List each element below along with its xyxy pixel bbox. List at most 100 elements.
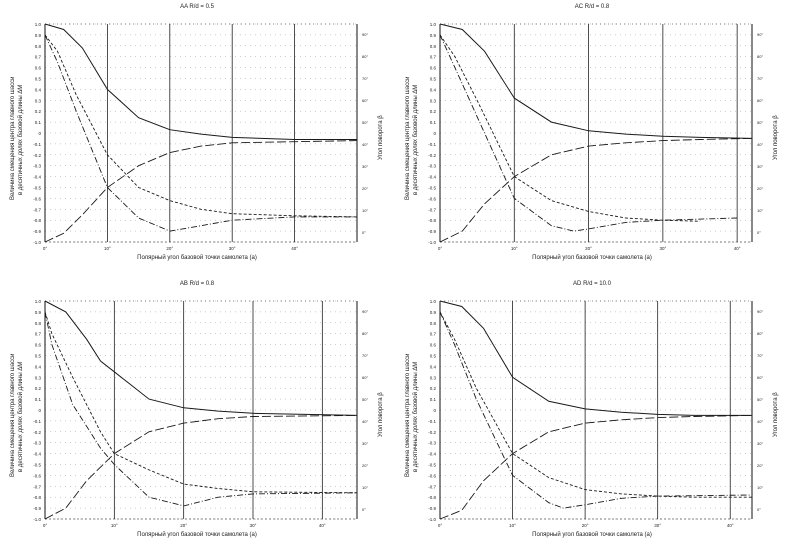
y-tick-label: -0.3 [428,164,436,169]
y2-tick-label: 30° [757,441,763,446]
y-tick-label: -0.8 [33,218,41,223]
series-line-short-dash [440,312,752,497]
y-tick-label: -0.4 [33,175,41,180]
y2-tick-label: 50° [362,120,368,125]
x-tick-label: 10° [104,246,111,251]
y2-tick-label: 90° [757,32,763,37]
y-tick-label: 0.7 [35,332,42,337]
series-line-long-dash [45,141,357,242]
y-tick-label: -0.9 [33,229,41,234]
y-tick-label: -0.7 [428,207,436,212]
y-tick-label: -0.9 [33,506,41,511]
y2-tick-label: 20° [362,186,368,191]
y2-tick-label: 90° [362,309,368,314]
y-tick-label: -0.5 [428,463,436,468]
y2-tick-label: 0° [362,230,366,235]
y2-tick-label: 70° [362,76,368,81]
y-tick-label: -0.4 [428,175,436,180]
y-tick-label: 0.1 [430,120,437,125]
x-axis-label: Полярный угол базовой точки самолета (a) [395,532,789,538]
y-tick-label: 0.4 [35,364,42,369]
y-axis-label-line2: в десятичных долях базовой длины ΔM [413,362,419,472]
y-tick-label: -0.3 [33,164,41,169]
y-tick-label: 0.9 [35,310,42,315]
y-tick-label: 0.3 [430,98,437,103]
y2-tick-label: 70° [757,353,763,358]
y-tick-label: 0.9 [430,33,437,38]
y2-tick-label: 30° [757,164,763,169]
x-tick-label: 30° [250,523,257,528]
y2-axis-label: Угол поворота β [378,392,384,437]
y2-tick-label: 80° [362,331,368,336]
y2-tick-label: 40° [362,419,368,424]
series-line-long-dash [45,415,357,519]
y-tick-label: -1.0 [428,240,436,245]
y-tick-label: -0.9 [428,506,436,511]
y-tick-label: -1.0 [428,517,436,522]
y-tick-label: -0.4 [428,452,436,457]
x-tick-label: 0° [438,523,443,528]
x-tick-label: 40° [319,523,326,528]
y-tick-label: 0.8 [430,44,437,49]
chart-plot: 1.0 0.9 0.8 0.7 0.6 0.5 0.4 0.3 0.2 0.1 0 -0.1 -0.2 -… [0,277,394,552]
y-tick-label: -0.1 [428,419,436,424]
x-tick-label: 20° [585,246,592,251]
y-tick-label: 0.3 [35,375,42,380]
y-tick-label: 0.9 [430,310,437,315]
chart-plot: 1.0 0.9 0.8 0.7 0.6 0.5 0.4 0.3 0.2 0.1 0 -0.1 -0.2 -… [395,0,789,275]
x-tick-label: 10° [509,523,516,528]
y2-tick-label: 40° [362,142,368,147]
chart-panel-ab: AB R/d = 0.8 1.0 0.9 0.8 0.7 0.6 0.5 0.4 0.3 0.2 0… [0,277,394,552]
x-tick-label: 10° [111,523,118,528]
y-tick-label: 0.5 [430,354,437,359]
y2-tick-label: 90° [362,32,368,37]
y-tick-label: -0.2 [428,153,436,158]
y-tick-label: 0.6 [35,66,42,71]
y-tick-label: -0.5 [33,186,41,191]
y-axis-label-line2: в десятичных долях базовой длины ΔM [413,85,419,195]
y2-tick-label: 80° [757,54,763,59]
y-tick-label: 0.2 [430,109,437,114]
series-line-long-dash [440,415,752,519]
series-line-short-dash [45,312,357,493]
y2-tick-label: 80° [362,54,368,59]
y2-tick-label: 10° [362,485,368,490]
x-tick-label: 20° [180,523,187,528]
y-tick-label: -1.0 [33,517,41,522]
y2-axis-label: Угол поворота β [773,115,779,160]
x-tick-label: 20° [582,523,589,528]
y-tick-label: -0.6 [428,473,436,478]
y-tick-label: 0 [433,131,436,136]
y-tick-label: 0.6 [430,66,437,71]
y-tick-label: 0 [38,131,41,136]
y2-tick-label: 30° [362,164,368,169]
y-tick-label: 0.6 [430,343,437,348]
y-tick-label: -0.1 [33,419,41,424]
y2-axis-label: Угол поворота β [773,392,779,437]
y-tick-label: 0.2 [35,109,42,114]
y2-tick-label: 10° [757,208,763,213]
y2-tick-label: 50° [757,120,763,125]
y-tick-label: -0.4 [33,452,41,457]
chart-plot: 1.0 0.9 0.8 0.7 0.6 0.5 0.4 0.3 0.2 0.1 0 -0.1 -0.2 -… [0,0,394,275]
y-tick-label: 0.8 [430,321,437,326]
y2-axis-label: Угол поворота β [378,115,384,160]
y2-tick-label: 70° [757,76,763,81]
y-tick-label: -1.0 [33,240,41,245]
y2-tick-label: 50° [757,397,763,402]
y-tick-label: -0.2 [33,430,41,435]
x-axis-label: Полярный угол базовой точки самолета (a) [0,532,394,538]
y2-tick-label: 10° [362,208,368,213]
x-tick-label: 40° [727,523,734,528]
y2-tick-label: 50° [362,397,368,402]
y-tick-label: 0 [433,408,436,413]
x-tick-label: 30° [654,523,661,528]
y2-tick-label: 20° [757,463,763,468]
y-tick-label: 0.5 [35,354,42,359]
y2-tick-label: 30° [362,441,368,446]
y-tick-label: -0.6 [428,196,436,201]
y-tick-label: 0.4 [430,87,437,92]
series-line-dash-dot [45,312,357,506]
x-tick-label: 0° [43,246,48,251]
y-tick-label: 0.2 [430,386,437,391]
